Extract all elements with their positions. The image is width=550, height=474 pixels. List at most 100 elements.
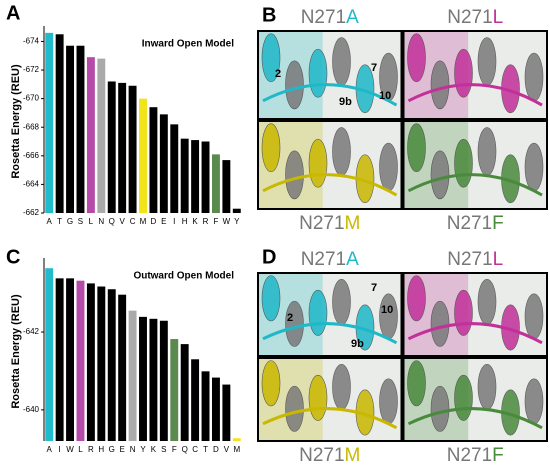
mutation-label: N271L: [447, 249, 503, 270]
mutation-residue: L: [493, 249, 504, 270]
helix: [261, 360, 281, 407]
helix: [524, 293, 544, 340]
bar: [107, 289, 116, 441]
helix: [454, 48, 473, 98]
helix-label: 2: [287, 312, 293, 324]
helix: [332, 37, 351, 87]
structure-background: [404, 274, 546, 355]
helix: [308, 374, 328, 421]
bar: [66, 278, 75, 441]
x-tick-label: T: [57, 217, 62, 226]
bar: [232, 438, 241, 441]
bar: [170, 124, 179, 213]
bar: [191, 359, 200, 441]
y-tick-label: -664: [23, 180, 40, 189]
helix: [308, 289, 328, 336]
helix-label: 7: [371, 282, 377, 294]
x-tick-label: E: [119, 445, 124, 454]
x-tick-label: E: [161, 217, 166, 226]
mutation-prefix: N271: [447, 7, 492, 28]
structure-image: [259, 32, 401, 118]
helix: [308, 48, 328, 98]
helix: [308, 138, 328, 188]
helix: [332, 363, 351, 410]
x-tick-label: G: [67, 217, 73, 226]
mutation-prefix: N271: [447, 249, 492, 270]
helix: [477, 278, 497, 325]
x-tick-label: T: [203, 445, 208, 454]
structure-image: [259, 274, 401, 355]
x-tick-label: K: [192, 217, 198, 226]
structure-background: [404, 32, 546, 118]
bar: [128, 310, 137, 441]
mutation-label: N271M: [299, 213, 360, 234]
x-tick-label: W: [223, 217, 231, 226]
helix-label: 10: [381, 304, 393, 316]
y-tick-label: -670: [23, 94, 40, 103]
structure-image: [404, 122, 546, 208]
bar: [118, 82, 127, 213]
x-tick-label: I: [59, 445, 61, 454]
bar: [139, 316, 147, 441]
loop: [262, 83, 398, 107]
mutation-label: N271F: [447, 213, 504, 234]
x-tick-label: F: [214, 217, 219, 226]
bar: [222, 384, 231, 441]
bar: [222, 160, 231, 213]
loop: [407, 322, 543, 345]
helix-label: 9b: [339, 96, 352, 108]
panel-letter: C: [6, 246, 20, 268]
helix: [261, 275, 281, 322]
structure-image: [404, 32, 546, 118]
y-tick-label: -662: [23, 208, 40, 217]
chart-title: Inward Open Model: [142, 39, 234, 50]
mutation-prefix: N271: [299, 445, 344, 466]
x-tick-label: D: [213, 445, 219, 454]
helix: [477, 37, 497, 87]
bar: [180, 344, 189, 441]
bar: [191, 140, 200, 213]
helix: [285, 60, 304, 110]
bar: [86, 57, 95, 213]
structure-background: [404, 359, 546, 440]
y-tick-label: -674: [23, 37, 40, 46]
bar: [55, 278, 64, 441]
bar: [76, 280, 85, 441]
bar: [76, 45, 85, 213]
x-tick-label: N: [98, 217, 104, 226]
mutation-label: N271L: [447, 7, 503, 28]
helix: [379, 293, 398, 340]
x-tick-label: R: [88, 445, 94, 454]
y-axis-label: Rosetta Energy (REU): [10, 294, 22, 409]
x-tick-label: S: [161, 445, 166, 454]
structure-background: [259, 274, 401, 355]
structure-image: [404, 274, 546, 355]
helix: [524, 142, 544, 192]
bar: [55, 34, 64, 213]
structure-background: [259, 122, 401, 208]
x-tick-label: D: [151, 217, 157, 226]
helix: [332, 127, 351, 177]
helix: [285, 300, 304, 347]
x-tick-label: Q: [109, 217, 115, 226]
mutation-label: N271A: [301, 7, 359, 28]
helix-label: 10: [379, 90, 391, 102]
y-tick-label: -666: [23, 151, 40, 160]
bar: [180, 138, 189, 213]
helix: [454, 374, 473, 421]
structure-image: [259, 359, 401, 440]
bar: [97, 58, 106, 213]
helix: [379, 142, 398, 192]
helix: [285, 150, 304, 200]
bar: [118, 294, 127, 441]
mutation-residue: M: [345, 445, 361, 466]
x-tick-label: W: [66, 445, 74, 454]
mutation-prefix: N271: [301, 7, 346, 28]
bar: [97, 286, 106, 441]
loop: [262, 173, 398, 197]
y-tick-label: -668: [23, 122, 40, 131]
x-tick-label: A: [47, 445, 53, 454]
helix: [430, 60, 450, 110]
x-tick-label: Y: [234, 217, 240, 226]
helix: [379, 378, 398, 425]
